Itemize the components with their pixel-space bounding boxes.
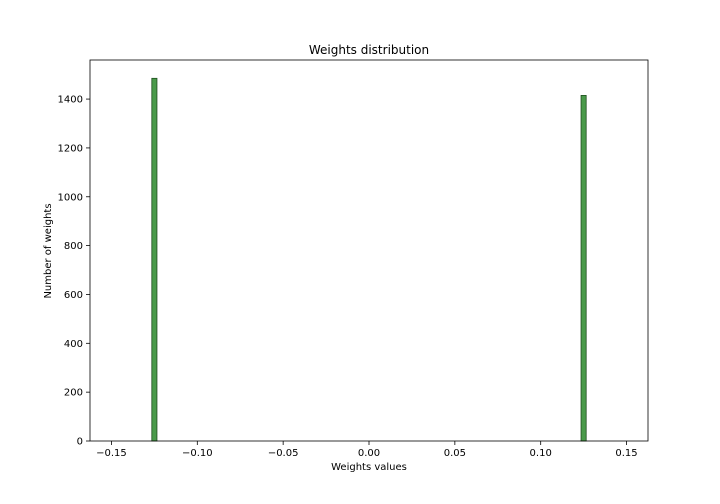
x-axis-label: Weights values bbox=[331, 462, 407, 473]
x-tick-label: −0.10 bbox=[182, 448, 213, 459]
x-tick-label: 0.10 bbox=[530, 448, 552, 459]
x-tick-label: 0.05 bbox=[444, 448, 466, 459]
y-axis-label: Number of weights bbox=[43, 203, 54, 298]
chart-title: Weights distribution bbox=[309, 43, 429, 57]
y-tick-label: 1400 bbox=[58, 95, 83, 106]
x-axis-ticks: −0.15 −0.10 −0.05 0.00 0.05 0.10 0.15 bbox=[96, 441, 638, 459]
x-tick-label: −0.15 bbox=[96, 448, 127, 459]
bars-group bbox=[151, 77, 587, 442]
plot-frame bbox=[89, 59, 649, 442]
histogram-bar-1 bbox=[580, 95, 587, 442]
x-tick-label: −0.05 bbox=[268, 448, 299, 459]
y-tick-label: 400 bbox=[64, 339, 83, 350]
y-tick-label: 800 bbox=[64, 241, 83, 252]
y-tick-label: 1000 bbox=[58, 192, 83, 203]
y-tick-label: 200 bbox=[64, 388, 83, 399]
y-tick-label: 0 bbox=[77, 437, 83, 448]
x-tick-label: 0.15 bbox=[615, 448, 637, 459]
histogram-bar-0 bbox=[151, 77, 158, 442]
y-axis-ticks: 0 200 400 600 800 1000 1200 1400 bbox=[58, 95, 90, 448]
y-tick-label: 600 bbox=[64, 290, 83, 301]
y-tick-label: 1200 bbox=[58, 143, 83, 154]
x-tick-label: 0.00 bbox=[358, 448, 380, 459]
